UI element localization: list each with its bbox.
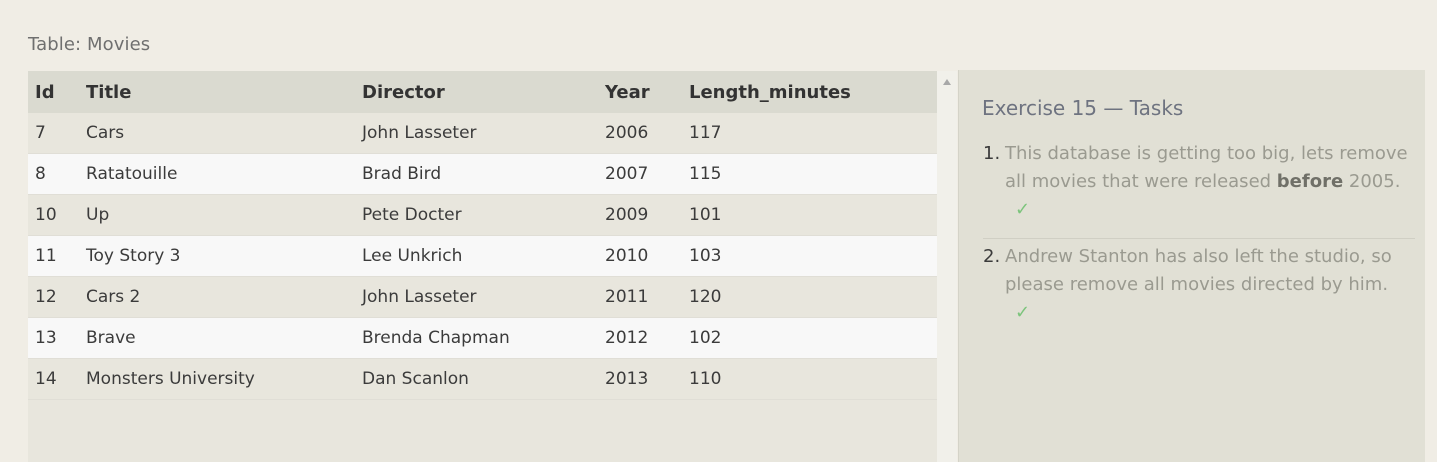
cell-year: 2009 xyxy=(605,194,689,236)
cell-id: 10 xyxy=(28,194,86,236)
check-icon: ✓ xyxy=(1015,199,1031,220)
cell-year: 2006 xyxy=(605,113,689,154)
cell-director: John Lasseter xyxy=(362,276,605,318)
table-row: 7 Cars John Lasseter 2006 117 xyxy=(28,113,937,154)
table-caption: Table: Movies xyxy=(28,34,151,55)
task-text: This database is getting too big, lets r… xyxy=(1005,143,1408,192)
cell-length: 103 xyxy=(689,235,937,277)
cell-id: 14 xyxy=(28,358,86,400)
cell-director: Dan Scanlon xyxy=(362,358,605,400)
cell-title: Cars xyxy=(86,113,362,154)
cell-length: 110 xyxy=(689,358,937,400)
cell-year: 2011 xyxy=(605,276,689,318)
task-text-end: 2005. xyxy=(1343,171,1401,192)
table-row: 12 Cars 2 John Lasseter 2011 120 xyxy=(28,276,937,318)
cell-length: 102 xyxy=(689,317,937,359)
cell-id: 12 xyxy=(28,276,86,318)
cell-director: Brad Bird xyxy=(362,153,605,195)
task-text-emphasis: before xyxy=(1276,171,1344,192)
column-header-director: Director xyxy=(362,81,445,103)
task-text: Andrew Stanton has also left the studio,… xyxy=(1005,246,1392,295)
cell-year: 2010 xyxy=(605,235,689,277)
table-row: 11 Toy Story 3 Lee Unkrich 2010 103 xyxy=(28,235,937,277)
column-header-title: Title xyxy=(86,81,132,103)
cell-director: John Lasseter xyxy=(362,113,605,154)
table-row: 10 Up Pete Docter 2009 101 xyxy=(28,194,937,236)
movies-table-container: Id Title Director Year Length_minutes 7 … xyxy=(28,71,937,462)
task-number: 1. xyxy=(983,143,1001,164)
cell-title: Cars 2 xyxy=(86,276,362,318)
task-list: 1. This database is getting too big, let… xyxy=(983,140,1415,327)
cell-title: Up xyxy=(86,194,362,236)
cell-id: 11 xyxy=(28,235,86,277)
cell-id: 7 xyxy=(28,113,86,154)
cell-id: 8 xyxy=(28,153,86,195)
column-header-year: Year xyxy=(605,81,650,103)
cell-length: 117 xyxy=(689,113,937,154)
column-header-id: Id xyxy=(35,81,55,103)
table-header-row: Id Title Director Year Length_minutes xyxy=(28,71,937,113)
scroll-up-arrow-icon[interactable] xyxy=(943,79,951,85)
task-number: 2. xyxy=(983,246,1001,267)
cell-length: 115 xyxy=(689,153,937,195)
cell-year: 2013 xyxy=(605,358,689,400)
cell-title: Toy Story 3 xyxy=(86,235,362,277)
table-row: 8 Ratatouille Brad Bird 2007 115 xyxy=(28,153,937,195)
tasks-title: Exercise 15 — Tasks xyxy=(982,96,1184,120)
table-row: 13 Brave Brenda Chapman 2012 102 xyxy=(28,317,937,359)
cell-director: Lee Unkrich xyxy=(362,235,605,277)
cell-director: Pete Docter xyxy=(362,194,605,236)
task-item: 2. Andrew Stanton has also left the stud… xyxy=(983,238,1415,327)
tasks-panel: Exercise 15 — Tasks 1. This database is … xyxy=(958,70,1425,462)
cell-year: 2012 xyxy=(605,317,689,359)
table-row: 14 Monsters University Dan Scanlon 2013 … xyxy=(28,358,937,400)
check-icon: ✓ xyxy=(1015,302,1031,323)
cell-title: Monsters University xyxy=(86,358,362,400)
cell-title: Brave xyxy=(86,317,362,359)
column-header-length: Length_minutes xyxy=(689,81,851,103)
cell-director: Brenda Chapman xyxy=(362,317,605,359)
cell-title: Ratatouille xyxy=(86,153,362,195)
cell-length: 120 xyxy=(689,276,937,318)
cell-year: 2007 xyxy=(605,153,689,195)
table-scrollbar[interactable] xyxy=(937,71,957,462)
task-item: 1. This database is getting too big, let… xyxy=(983,140,1415,232)
movies-table: Id Title Director Year Length_minutes 7 … xyxy=(28,71,937,400)
cell-id: 13 xyxy=(28,317,86,359)
cell-length: 101 xyxy=(689,194,937,236)
